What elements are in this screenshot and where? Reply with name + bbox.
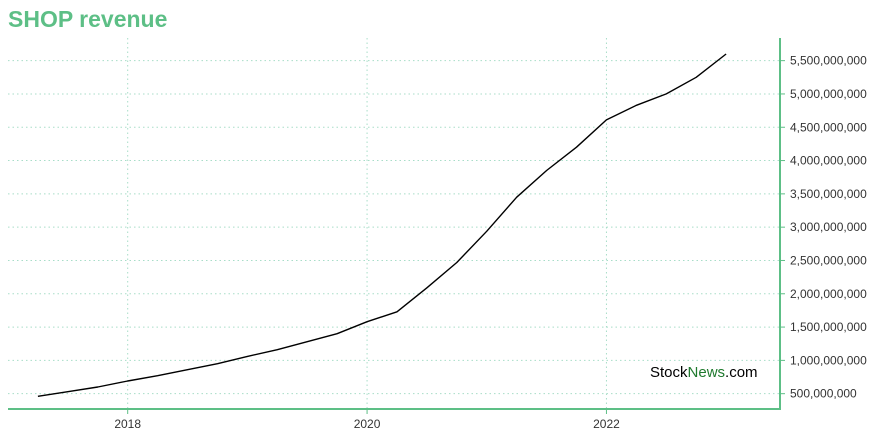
watermark-news-text: News [687,364,726,381]
y-tick-label: 5,500,000,000 [790,54,867,68]
y-tick-label: 1,000,000,000 [790,353,867,367]
y-tick-label: 3,500,000,000 [790,187,867,201]
tick-label-layer: 500,000,000 1,000,000,000 1,500,000,000 2,0… [114,54,867,431]
axis-layer [8,38,785,414]
y-tick-label: 2,000,000,000 [790,287,867,301]
grid-layer [8,38,780,409]
y-tick-label: 1,500,000,000 [790,320,867,334]
y-tick-label: 4,500,000,000 [790,120,867,134]
y-tick-label: 500,000,000 [790,387,857,401]
x-tick-label: 2018 [114,417,141,431]
x-tick-label: 2020 [354,417,381,431]
x-tick-label: 2022 [593,417,620,431]
chart-title: SHOP revenue [8,6,168,32]
stocknews-watermark: StockNews.com [650,364,758,381]
series-layer [37,53,727,397]
y-tick-label: 4,000,000,000 [790,154,867,168]
y-tick-label: 5,000,000,000 [790,87,867,101]
y-tick-label: 3,000,000,000 [790,220,867,234]
revenue-series-line [37,53,727,397]
watermark-stock-text: Stock [650,364,688,381]
watermark-com-text: .com [725,364,758,381]
y-tick-label: 2,500,000,000 [790,253,867,267]
